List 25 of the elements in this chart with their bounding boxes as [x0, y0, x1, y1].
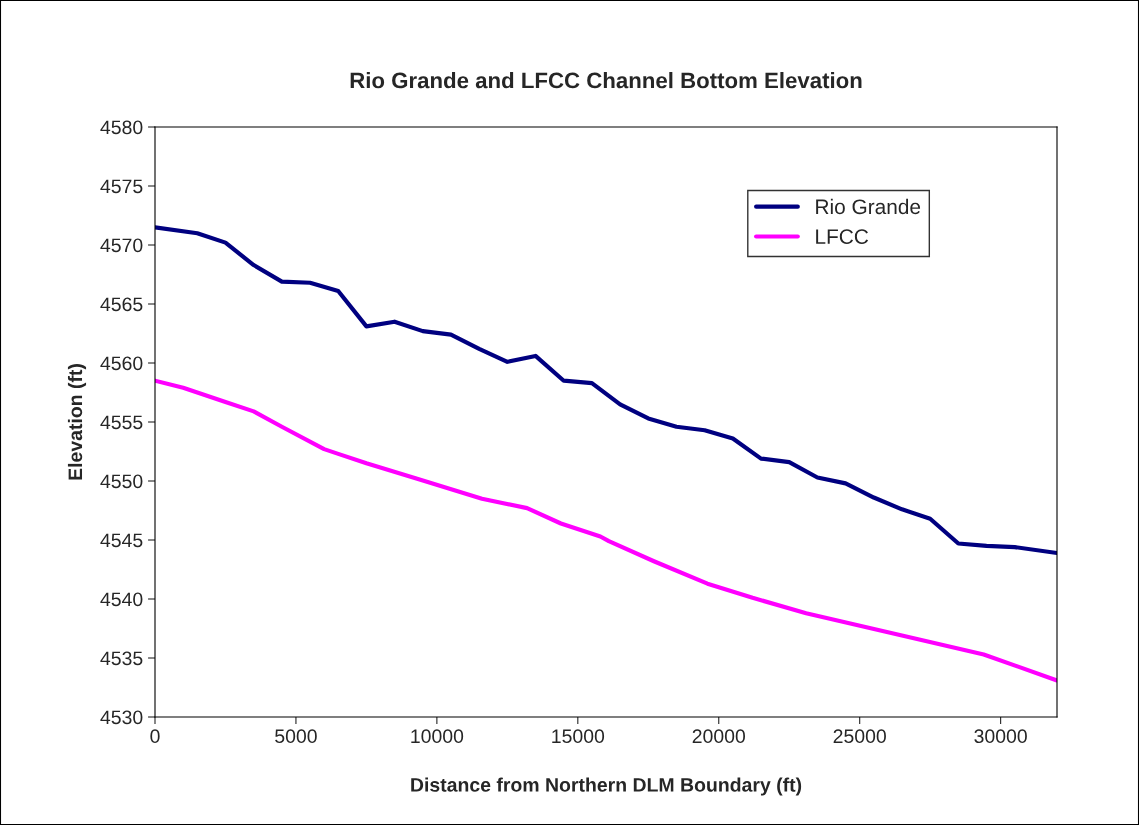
x-tick-label: 20000: [692, 729, 746, 744]
y-tick-label: 4540: [100, 592, 143, 607]
y-tick-label: 4555: [100, 415, 143, 430]
y-tick-label: 4570: [100, 238, 143, 253]
legend-label: Rio Grande: [816, 198, 921, 215]
line-series: [155, 378, 1057, 683]
y-tick-label: 4575: [100, 179, 143, 194]
y-tick-label: 4565: [100, 297, 143, 312]
x-tick-label: 5000: [275, 729, 317, 744]
x-tick-label: 10000: [411, 729, 464, 744]
legend-label: LFCC: [816, 229, 869, 244]
chart-title: Rio Grande and LFCC Channel Bottom Elevation: [350, 72, 862, 89]
y-tick-label: 4550: [100, 474, 143, 489]
y-tick-label: 4580: [100, 120, 143, 135]
y-tick-label: 4530: [100, 710, 143, 725]
y-tick-label: 4535: [100, 651, 143, 666]
x-tick-label: 15000: [552, 729, 605, 744]
line-series: [155, 225, 1057, 556]
y-tick-label: 4545: [100, 533, 143, 548]
y-axis-title: Elevation (ft): [67, 364, 87, 480]
x-tick-label: 30000: [974, 729, 1027, 744]
y-tick-label: 4560: [100, 356, 143, 371]
x-tick-label: 25000: [833, 729, 886, 744]
x-tick-label: 0: [150, 729, 160, 744]
x-axis-title: Distance from Northern DLM Boundary (ft): [411, 777, 802, 796]
